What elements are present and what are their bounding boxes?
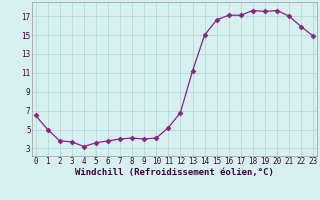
X-axis label: Windchill (Refroidissement éolien,°C): Windchill (Refroidissement éolien,°C) <box>75 168 274 177</box>
